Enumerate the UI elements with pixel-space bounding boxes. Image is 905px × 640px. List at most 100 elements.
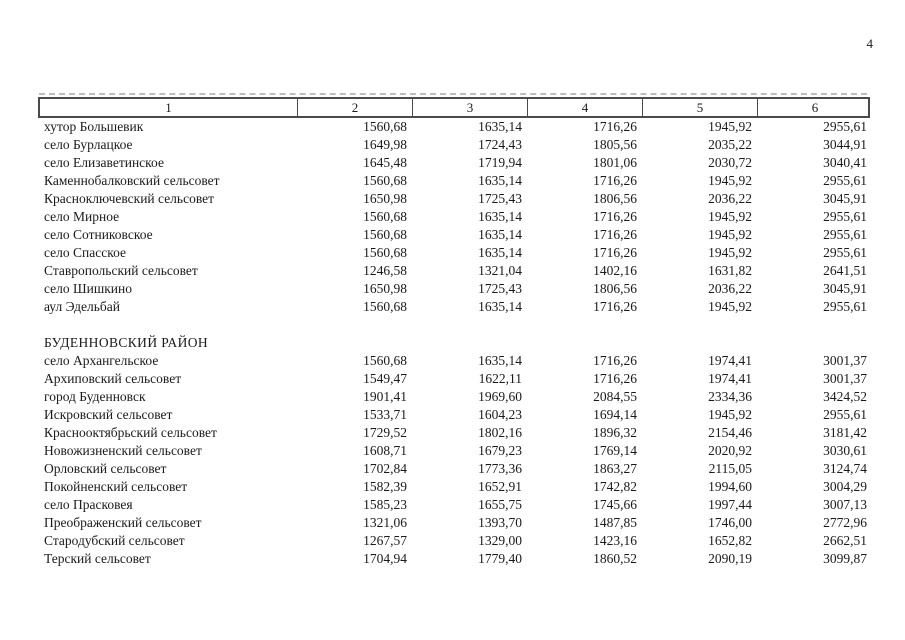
value-cell: 1635,14	[478, 299, 522, 314]
value-cell: 1635,14	[478, 209, 522, 224]
value-cell: 3001,37	[823, 371, 867, 386]
value-cell: 1805,56	[593, 137, 637, 152]
table-row: Орловский сельсовет 1702,84 1773,36 1863,27…	[38, 460, 870, 478]
value-cell: 1945,92	[708, 119, 752, 134]
value-cell: 1945,92	[708, 173, 752, 188]
value-cell: 1802,16	[478, 425, 522, 440]
value-cell: 1702,84	[363, 461, 407, 476]
table-row: Искровский сельсовет 1533,71 1604,23 1694,1…	[38, 406, 870, 424]
value-cell: 1716,26	[593, 245, 637, 260]
value-cell: 3001,37	[823, 353, 867, 368]
value-cell: 2772,96	[823, 515, 867, 530]
table-row: аул Эдельбай 1560,68 1635,14 1716,26 1945,92…	[38, 298, 870, 316]
table-row: село Архангельское 1560,68 1635,14 1716,26 1…	[38, 352, 870, 370]
value-cell: 1402,16	[593, 263, 637, 278]
value-cell: 3424,52	[823, 389, 867, 404]
table-row: село Прасковея 1585,23 1655,75 1745,66 1997,…	[38, 496, 870, 514]
value-cell: 1716,26	[593, 173, 637, 188]
territory-name: Архиповский сельсовет	[44, 371, 182, 386]
value-cell: 1769,14	[593, 443, 637, 458]
territory-name: Каменнобалковский сельсовет	[44, 173, 220, 188]
territory-name: село Мирное	[44, 209, 120, 224]
territory-name: аул Эдельбай	[44, 299, 120, 314]
territory-name: село Бурлацкое	[44, 137, 133, 152]
value-cell: 1725,43	[478, 281, 522, 296]
table-row: Терский сельсовет 1704,94 1779,40 1860,52 20…	[38, 550, 870, 568]
value-cell: 1742,82	[593, 479, 637, 494]
value-cell: 2020,92	[708, 443, 752, 458]
territory-name: Преображенский сельсовет	[44, 515, 202, 530]
value-cell: 1533,71	[363, 407, 407, 422]
column-header-4: 4	[527, 99, 642, 116]
value-cell: 1716,26	[593, 299, 637, 314]
value-cell: 1635,14	[478, 119, 522, 134]
value-cell: 1725,43	[478, 191, 522, 206]
value-cell: 3007,13	[823, 497, 867, 512]
value-cell: 1896,32	[593, 425, 637, 440]
value-cell: 1560,68	[363, 227, 407, 242]
value-cell: 3030,61	[823, 443, 867, 458]
territory-name: Терский сельсовет	[44, 551, 151, 566]
value-cell: 1974,41	[708, 353, 752, 368]
value-cell: 2115,05	[708, 461, 752, 476]
value-cell: 1806,56	[593, 191, 637, 206]
value-cell: 3181,42	[823, 425, 867, 440]
value-cell: 1423,16	[593, 533, 637, 548]
column-header-2: 2	[297, 99, 412, 116]
table-row: город Буденновск 1901,41 1969,60 2084,55 233…	[38, 388, 870, 406]
value-cell: 2090,19	[708, 551, 752, 566]
value-cell: 1635,14	[478, 173, 522, 188]
value-cell: 1945,92	[708, 227, 752, 242]
value-cell: 1321,04	[478, 263, 522, 278]
value-cell: 1806,56	[593, 281, 637, 296]
table-row: Покойненский сельсовет 1582,39 1652,91 1742…	[38, 478, 870, 496]
value-cell: 1582,39	[363, 479, 407, 494]
section-title: БУДЕННОВСКИЙ РАЙОН	[44, 335, 209, 350]
value-cell: 3045,91	[823, 281, 867, 296]
value-cell: 1560,68	[363, 245, 407, 260]
value-cell: 2030,72	[708, 155, 752, 170]
value-cell: 2955,61	[823, 245, 867, 260]
value-cell: 1716,26	[593, 209, 637, 224]
value-cell: 1694,14	[593, 407, 637, 422]
table-row: Преображенский сельсовет 1321,06 1393,70 14…	[38, 514, 870, 532]
value-cell: 2662,51	[823, 533, 867, 548]
territory-name: город Буденновск	[44, 389, 146, 404]
value-cell: 1585,23	[363, 497, 407, 512]
value-cell: 1745,66	[593, 497, 637, 512]
value-cell: 1650,98	[363, 191, 407, 206]
value-cell: 1969,60	[478, 389, 522, 404]
value-cell: 1560,68	[363, 209, 407, 224]
value-cell: 1716,26	[593, 353, 637, 368]
value-cell: 2955,61	[823, 119, 867, 134]
table-row: село Шишкино 1650,98 1725,43 1806,56 2036,22…	[38, 280, 870, 298]
value-cell: 1608,71	[363, 443, 407, 458]
value-cell: 1945,92	[708, 209, 752, 224]
value-cell: 1650,98	[363, 281, 407, 296]
value-cell: 1635,14	[478, 353, 522, 368]
value-cell: 2035,22	[708, 137, 752, 152]
value-cell: 1997,44	[708, 497, 752, 512]
value-cell: 1716,26	[593, 119, 637, 134]
value-cell: 2334,36	[708, 389, 752, 404]
table-row: Краснооктябрьский сельсовет 1729,52 1802,1…	[38, 424, 870, 442]
value-cell: 1267,57	[363, 533, 407, 548]
value-cell: 1679,23	[478, 443, 522, 458]
value-cell: 3044,91	[823, 137, 867, 152]
territory-name: село Шишкино	[44, 281, 133, 296]
value-cell: 2955,61	[823, 407, 867, 422]
value-cell: 1945,92	[708, 407, 752, 422]
value-cell: 1901,41	[363, 389, 407, 404]
value-cell: 1945,92	[708, 299, 752, 314]
value-cell: 1716,26	[593, 371, 637, 386]
value-cell: 1779,40	[478, 551, 522, 566]
territory-name: Орловский сельсовет	[44, 461, 167, 476]
table-row: село Мирное 1560,68 1635,14 1716,26 1945,92 2…	[38, 208, 870, 226]
table-row: Архиповский сельсовет 1549,47 1622,11 1716,…	[38, 370, 870, 388]
value-cell: 1631,82	[708, 263, 752, 278]
value-cell: 1716,26	[593, 227, 637, 242]
table-row: Каменнобалковский сельсовет 1560,68 1635,1…	[38, 172, 870, 190]
table-row: Новожизненский сельсовет 1608,71 1679,23 17…	[38, 442, 870, 460]
value-cell: 2955,61	[823, 227, 867, 242]
